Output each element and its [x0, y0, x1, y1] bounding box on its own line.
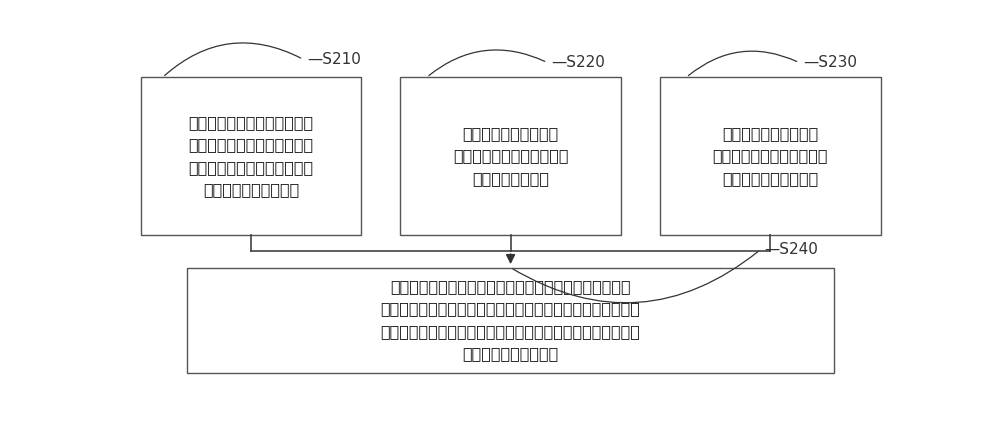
Bar — [187, 268, 834, 373]
Text: 当运行指令为转弯行进
时，控制机能辅助装置的两
前向轮毂电机差速转动: 当运行指令为转弯行进 时，控制机能辅助装置的两 前向轮毂电机差速转动 — [712, 127, 828, 186]
Text: —S220: —S220 — [551, 55, 605, 70]
Text: 当运行指令为前进行进时，控
制机能辅助装置的两前向轮毂
电机正转或者前向轮毂电机、
后向轮毂电机同时正转: 当运行指令为前进行进时，控 制机能辅助装置的两前向轮毂 电机正转或者前向轮毂电机… — [188, 115, 314, 197]
Bar — [660, 78, 881, 235]
Text: —S230: —S230 — [803, 55, 857, 70]
Text: 当运行指令为后退行进
时，控制机能辅助装置的两
后向轮毂电机反转: 当运行指令为后退行进 时，控制机能辅助装置的两 后向轮毂电机反转 — [453, 127, 568, 186]
Text: 当机能辅助装置的测距传感器测得与目标位置的距离小于
或等于预设值时，或者当机能辅助装置的磁性传感器与目标位
置处的磁性点相对时，控制机能辅助装置的前向轮毂电机和: 当机能辅助装置的测距传感器测得与目标位置的距离小于 或等于预设值时，或者当机能辅… — [381, 279, 640, 361]
Text: —S210: —S210 — [307, 52, 361, 67]
Bar — [140, 78, 361, 235]
Text: —S240: —S240 — [764, 242, 818, 257]
Bar — [400, 78, 621, 235]
